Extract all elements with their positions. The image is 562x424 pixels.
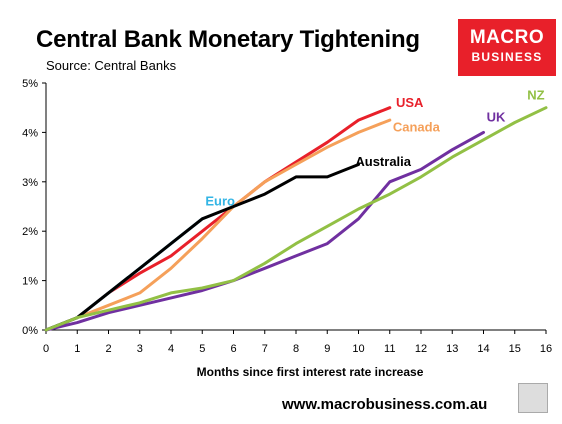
chart-source: Source: Central Banks: [46, 58, 177, 73]
y-tick-label: 3%: [22, 177, 38, 189]
series-label-australia: Australia: [355, 154, 411, 169]
logo-line1: MACRO: [469, 27, 545, 48]
x-tick-label: 16: [540, 343, 552, 355]
series-label-nz: NZ: [527, 87, 544, 102]
series-label-euro: Euro: [205, 194, 235, 209]
series-line-canada: [44, 118, 392, 332]
series-label-uk: UK: [487, 110, 506, 125]
x-tick-label: 14: [477, 343, 489, 355]
x-tick-label: 9: [324, 343, 330, 355]
series-label-canada: Canada: [393, 119, 441, 134]
x-tick-label: 8: [293, 343, 299, 355]
footer-url: www.macrobusiness.com.au: [282, 396, 488, 413]
logo-line2: BUSINESS: [471, 50, 543, 64]
wolf-logo-icon: [518, 383, 548, 413]
x-tick-label: 0: [43, 343, 49, 355]
series-line-nz: [44, 106, 548, 332]
x-tick-label: 5: [199, 343, 205, 355]
series-line-australia: [44, 163, 360, 332]
series-label-usa: USA: [396, 95, 424, 110]
x-tick-label: 3: [137, 343, 143, 355]
x-tick-label: 11: [384, 343, 395, 355]
x-tick-label: 13: [446, 343, 458, 355]
chart-title: Central Bank Monetary Tightening: [36, 26, 420, 53]
x-tick-label: 4: [168, 343, 174, 355]
y-tick-label: 1%: [22, 276, 38, 288]
y-tick-label: 0%: [22, 325, 38, 337]
x-axis-label: Months since first interest rate increas…: [197, 365, 424, 379]
x-tick-label: 2: [105, 343, 111, 355]
x-tick-label: 15: [509, 343, 521, 355]
y-tick-label: 5%: [22, 78, 38, 90]
x-tick-label: 10: [352, 343, 364, 355]
macrobusiness-logo: MACRO BUSINESS: [458, 19, 556, 76]
x-tick-label: 12: [415, 343, 427, 355]
y-tick-label: 4%: [22, 127, 38, 139]
x-tick-label: 1: [74, 343, 80, 355]
y-tick-label: 2%: [22, 226, 38, 238]
series-line-uk: [44, 130, 485, 332]
x-tick-label: 7: [262, 343, 268, 355]
x-tick-label: 6: [230, 343, 236, 355]
